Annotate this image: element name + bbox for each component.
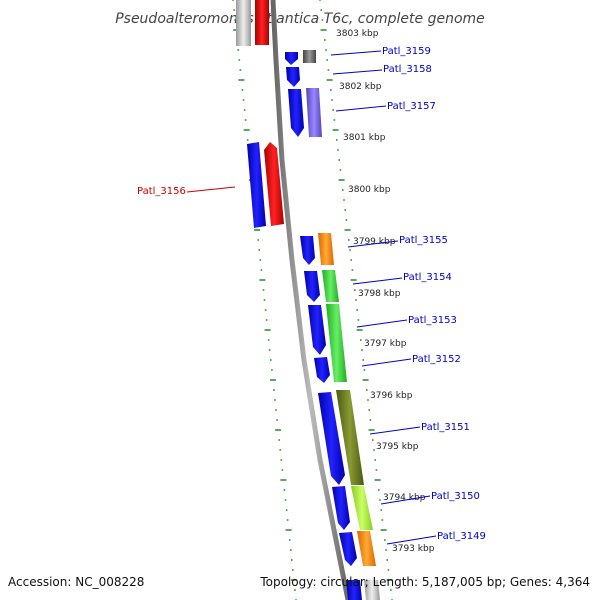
leader-line — [361, 358, 412, 367]
gene-patl-3155-feature — [318, 233, 334, 265]
leader-line — [352, 277, 403, 285]
gene-block-lightgray — [236, 0, 251, 46]
leader-line — [380, 495, 431, 505]
gene-label-patl-3153[interactable]: Patl_3153 — [408, 315, 457, 326]
gene-block-bottom-gray — [364, 580, 380, 600]
gene-patl-3150-feature — [351, 486, 373, 530]
gene-patl-3149-feature — [357, 531, 376, 566]
kbp-label: 3802 kbp — [339, 82, 382, 92]
kbp-label: 3795 kbp — [376, 442, 419, 452]
kbp-label: 3799 kbp — [353, 237, 396, 247]
gene-patl-3159-cds — [285, 52, 298, 65]
leader-line — [347, 240, 399, 248]
kbp-label: 3801 kbp — [343, 133, 386, 143]
gene-label-patl-3157[interactable]: Patl_3157 — [387, 101, 436, 112]
gene-patl-3155-cds — [300, 236, 315, 265]
gene-patl-3152-cds — [314, 357, 330, 383]
leader-line — [335, 105, 387, 112]
gene-label-patl-3158[interactable]: Patl_3158 — [383, 64, 432, 75]
gene-patl-3157-feature — [306, 88, 322, 137]
gene-patl-3157-cds — [288, 89, 304, 137]
kbp-label: 3798 kbp — [358, 289, 401, 299]
gene-patl-3159-feature — [303, 50, 316, 63]
leader-line — [332, 69, 383, 75]
gene-block-red-top — [255, 0, 269, 45]
gene-label-patl-3152[interactable]: Patl_3152 — [412, 354, 461, 365]
gene-patl-3153-feature — [326, 304, 347, 382]
gene-patl-3154-feature — [322, 270, 339, 302]
leader-line — [330, 50, 382, 56]
gene-label-patl-3151[interactable]: Patl_3151 — [421, 422, 470, 433]
leader-line — [369, 426, 421, 435]
gene-patl-3150-cds — [332, 486, 350, 530]
gene-label-patl-3154[interactable]: Patl_3154 — [403, 272, 452, 283]
gene-patl-3151-cds — [318, 392, 345, 485]
leader-line — [356, 319, 408, 328]
gene-patl-3149-cds — [339, 532, 357, 566]
kbp-label: 3797 kbp — [364, 339, 407, 349]
gene-labels: Patl_3159 Patl_3158 Patl_3157 Patl_3156 … — [137, 46, 486, 542]
gene-label-patl-3155[interactable]: Patl_3155 — [399, 235, 448, 246]
gene-label-patl-3156[interactable]: Patl_3156 — [137, 186, 186, 197]
gene-label-patl-3150[interactable]: Patl_3150 — [431, 491, 480, 502]
gene-label-patl-3159[interactable]: Patl_3159 — [382, 46, 431, 57]
gene-label-patl-3149[interactable]: Patl_3149 — [437, 531, 486, 542]
right-tick-ring — [319, 0, 393, 600]
gene-patl-3153-cds — [308, 305, 326, 355]
gene-patl-3156-cds — [247, 142, 266, 228]
label-leader-lines — [186, 50, 437, 545]
left-tick-ring — [232, 0, 297, 600]
topology-text: Topology: circular; Length: 5,187,005 bp… — [260, 575, 590, 589]
genome-backbone — [270, 0, 351, 600]
kbp-label: 3793 kbp — [392, 544, 435, 554]
kbp-tick-labels: 3803 kbp 3802 kbp 3801 kbp 3800 kbp 3799… — [336, 29, 435, 554]
gene-patl-3151-feature — [336, 390, 364, 485]
kbp-label: 3803 kbp — [336, 29, 379, 39]
leader-line — [386, 535, 437, 545]
kbp-label: 3794 kbp — [383, 493, 426, 503]
accession-text: Accession: NC_008228 — [8, 575, 145, 589]
kbp-label: 3796 kbp — [370, 391, 413, 401]
map-title: Pseudoalteromonas atlantica T6c, complet… — [115, 11, 485, 27]
gene-patl-3158-cds — [286, 67, 300, 87]
leader-line — [186, 186, 236, 193]
kbp-label: 3800 kbp — [348, 185, 391, 195]
gene-patl-3156-feature — [264, 142, 284, 226]
gene-patl-3154-cds — [304, 271, 320, 302]
gene-block-bottom-blue — [346, 580, 362, 600]
